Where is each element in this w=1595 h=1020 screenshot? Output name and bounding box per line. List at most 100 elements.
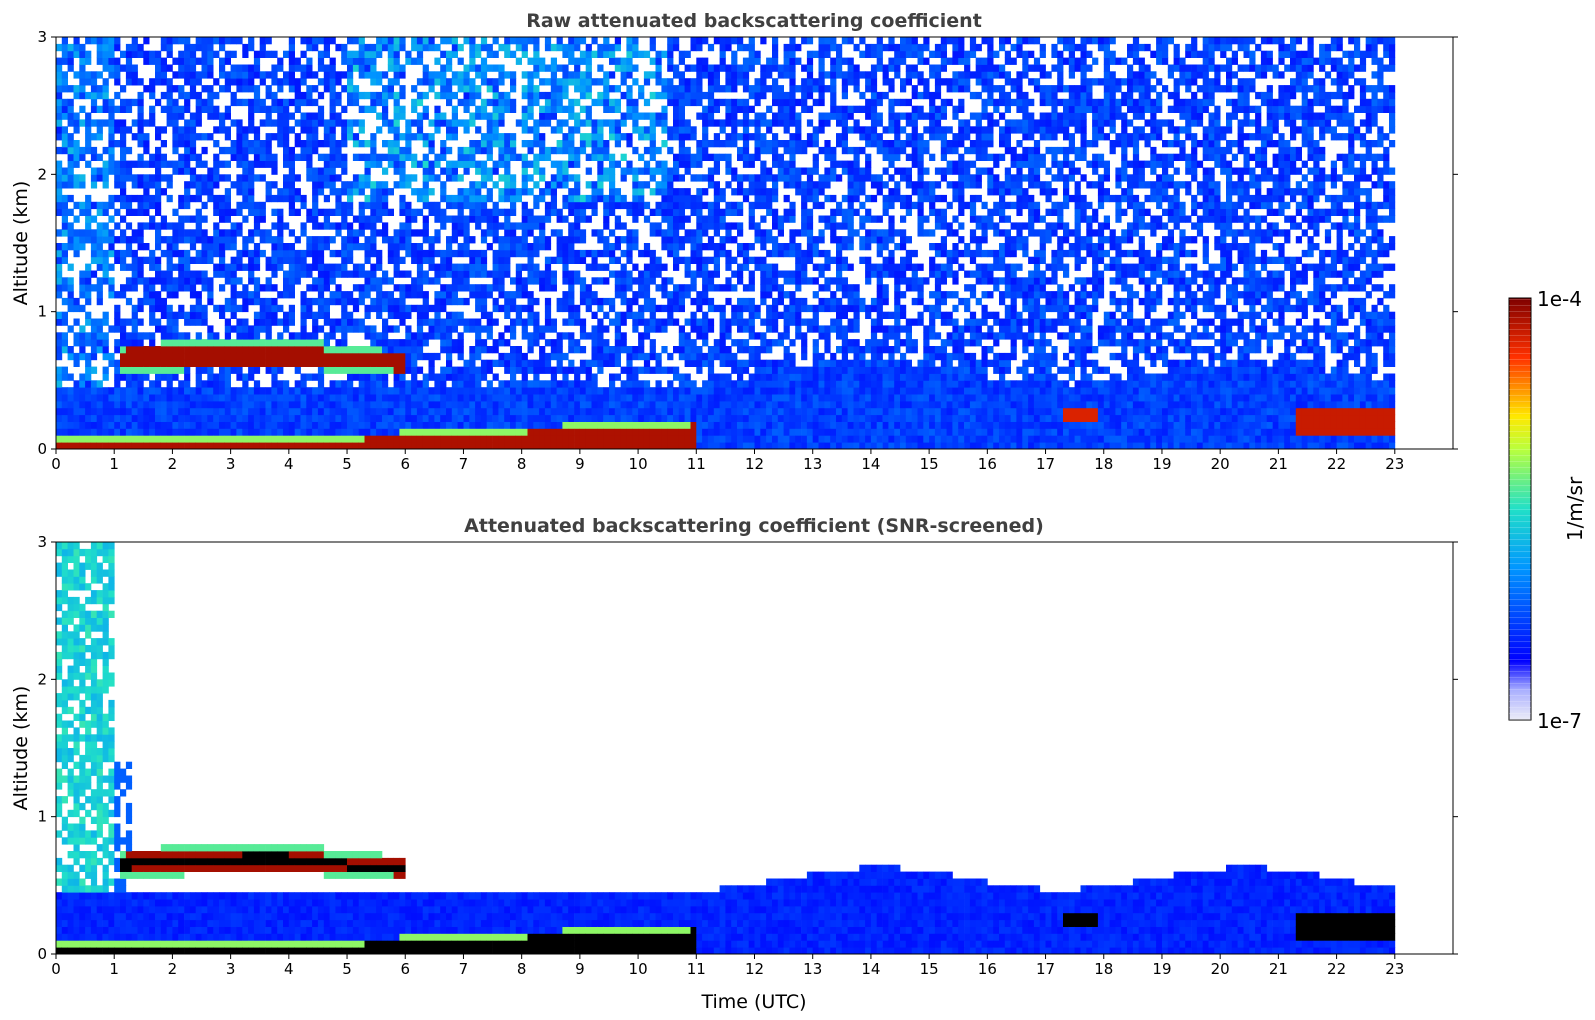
heatmap-cell <box>219 387 225 394</box>
heatmap-cell <box>621 319 627 326</box>
heatmap-cell <box>324 174 330 181</box>
heatmap-cell <box>528 298 534 305</box>
heatmap-cell <box>557 428 563 435</box>
heatmap-cell <box>155 387 161 394</box>
heatmap-cell <box>714 374 720 381</box>
heatmap-cell <box>394 387 400 394</box>
heatmap-cell <box>493 113 499 120</box>
heatmap-cell <box>399 92 405 99</box>
heatmap-cell <box>306 99 312 106</box>
heatmap-cell <box>231 422 237 429</box>
heatmap-cell <box>638 422 644 429</box>
heatmap-cell <box>149 85 155 92</box>
heatmap-cell <box>580 250 586 257</box>
heatmap-cell <box>510 298 516 305</box>
heatmap-cell <box>91 236 97 243</box>
heatmap-cell <box>324 85 330 92</box>
heatmap-cell <box>464 99 470 106</box>
heatmap-cell <box>493 319 499 326</box>
heatmap-cell <box>376 44 382 51</box>
heatmap-cell <box>138 346 144 353</box>
heatmap-cell <box>370 367 376 374</box>
heatmap-cell <box>91 78 97 85</box>
heatmap-cell <box>621 367 627 374</box>
heatmap-cell <box>632 408 638 415</box>
heatmap-cell <box>440 119 446 126</box>
heatmap-cell <box>271 380 277 387</box>
heatmap-cell <box>138 332 144 339</box>
heatmap-cell <box>487 168 493 175</box>
heatmap-cell <box>382 277 388 284</box>
heatmap-cell <box>295 271 301 278</box>
heatmap-cell <box>266 181 272 188</box>
heatmap-cell <box>609 360 615 367</box>
heatmap-cell <box>132 319 138 326</box>
heatmap-cell <box>464 236 470 243</box>
heatmap-cell <box>149 339 155 346</box>
heatmap-cell <box>271 92 277 99</box>
heatmap-cell <box>213 435 219 442</box>
heatmap-cell <box>615 99 621 106</box>
heatmap-cell <box>533 332 539 339</box>
heatmap-cell <box>504 257 510 264</box>
heatmap-cell <box>557 305 563 312</box>
heatmap-cell <box>143 346 149 353</box>
heatmap-cell <box>190 435 196 442</box>
heatmap-cell <box>533 195 539 202</box>
heatmap-cell <box>301 229 307 236</box>
heatmap-cell <box>277 394 283 401</box>
heatmap-cell <box>196 415 202 422</box>
heatmap-cell <box>440 168 446 175</box>
heatmap-cell <box>382 188 388 195</box>
heatmap-cell <box>62 209 68 216</box>
heatmap-cell <box>318 312 324 319</box>
heatmap-cell <box>673 44 679 51</box>
heatmap-cell <box>539 168 545 175</box>
heatmap-cell <box>74 339 80 346</box>
heatmap-cell <box>568 154 574 161</box>
heatmap-cell <box>533 428 539 435</box>
heatmap-cell <box>702 291 708 298</box>
heatmap-cell <box>551 346 557 353</box>
heatmap-cell <box>242 422 248 429</box>
heatmap-cell <box>330 291 336 298</box>
heatmap-cell <box>155 202 161 209</box>
heatmap-cell <box>330 346 336 353</box>
heatmap-cell <box>359 229 365 236</box>
heatmap-cell <box>516 367 522 374</box>
heatmap-cell <box>615 319 621 326</box>
heatmap-cell <box>120 133 126 140</box>
heatmap-cell <box>568 271 574 278</box>
heatmap-cell <box>498 415 504 422</box>
heatmap-cell <box>236 325 242 332</box>
heatmap-cell <box>399 305 405 312</box>
heatmap-cell <box>74 161 80 168</box>
heatmap-cell <box>277 188 283 195</box>
heatmap-cell <box>190 195 196 202</box>
heatmap-cell <box>114 71 120 78</box>
heatmap-cell <box>283 161 289 168</box>
heatmap-cell <box>260 209 266 216</box>
heatmap-cell <box>108 71 114 78</box>
heatmap-cell <box>359 387 365 394</box>
heatmap-cell <box>568 113 574 120</box>
heatmap-cell <box>464 85 470 92</box>
heatmap-cell <box>266 415 272 422</box>
heatmap-cell <box>411 291 417 298</box>
heatmap-cell <box>551 126 557 133</box>
heatmap-cell <box>533 380 539 387</box>
heatmap-cell <box>557 174 563 181</box>
heatmap-cell <box>155 133 161 140</box>
heatmap-cell <box>417 284 423 291</box>
heatmap-cell <box>394 339 400 346</box>
heatmap-cell <box>295 332 301 339</box>
heatmap-cell <box>347 408 353 415</box>
heatmap-cell <box>522 174 528 181</box>
heatmap-cell <box>120 401 126 408</box>
heatmap-cell <box>475 188 481 195</box>
heatmap-cell <box>225 85 231 92</box>
heatmap-cell <box>202 367 208 374</box>
heatmap-cell <box>405 346 411 353</box>
heatmap-cell <box>155 408 161 415</box>
heatmap-cell <box>487 312 493 319</box>
